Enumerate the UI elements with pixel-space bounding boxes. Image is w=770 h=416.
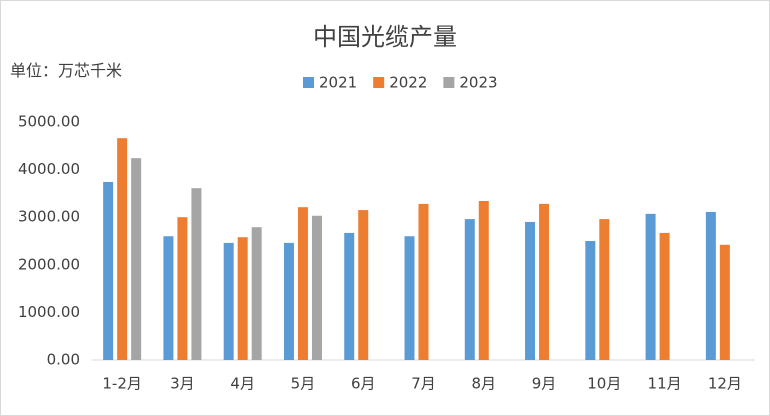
x-tick-label: 4月	[230, 375, 255, 393]
bar	[659, 232, 670, 360]
bar	[599, 219, 610, 360]
y-tick-label: 3000.00	[18, 208, 80, 226]
bar	[358, 210, 369, 360]
bar	[103, 181, 114, 360]
bar	[283, 242, 294, 360]
bar	[539, 203, 550, 360]
y-tick-label: 4000.00	[18, 160, 80, 178]
y-tick-label: 0.00	[47, 351, 80, 369]
legend-swatch	[443, 77, 455, 88]
x-tick-label: 3月	[170, 375, 195, 393]
bar	[311, 215, 322, 360]
bar	[191, 188, 202, 360]
bar	[719, 244, 730, 360]
legend-swatch	[373, 77, 385, 88]
bar	[404, 236, 415, 360]
legend-label: 2023	[459, 74, 497, 92]
bar	[297, 207, 308, 360]
x-tick-label: 5月	[291, 375, 316, 393]
x-tick-label: 12月	[708, 375, 742, 393]
bar	[131, 158, 142, 360]
bar	[464, 219, 475, 360]
bar	[223, 242, 234, 360]
legend-label: 2021	[319, 74, 357, 92]
chart-title: 中国光缆产量	[313, 23, 457, 51]
legend-label: 2022	[389, 74, 427, 92]
bar	[237, 237, 248, 360]
legend-swatch	[303, 77, 314, 88]
y-tick-label: 1000.00	[18, 303, 80, 321]
x-tick-label: 9月	[532, 375, 557, 393]
x-tick-label: 8月	[471, 375, 496, 393]
bar	[344, 232, 355, 360]
x-tick-label: 7月	[411, 375, 436, 393]
bar	[705, 211, 716, 360]
y-tick-label: 2000.00	[18, 255, 80, 273]
y-axis-label: 单位：万芯千米	[10, 61, 123, 80]
x-tick-label: 1-2月	[102, 375, 142, 393]
bar	[478, 201, 489, 360]
bar	[585, 241, 596, 360]
x-tick-label: 6月	[351, 375, 376, 393]
bar	[117, 138, 128, 360]
bar	[163, 236, 174, 360]
x-tick-label: 10月	[587, 375, 621, 393]
bar	[645, 213, 656, 360]
bar	[418, 203, 429, 360]
y-tick-label: 5000.00	[18, 113, 80, 131]
bar	[177, 217, 188, 360]
bar	[525, 221, 536, 360]
x-tick-label: 11月	[648, 375, 682, 393]
bar	[251, 227, 262, 360]
